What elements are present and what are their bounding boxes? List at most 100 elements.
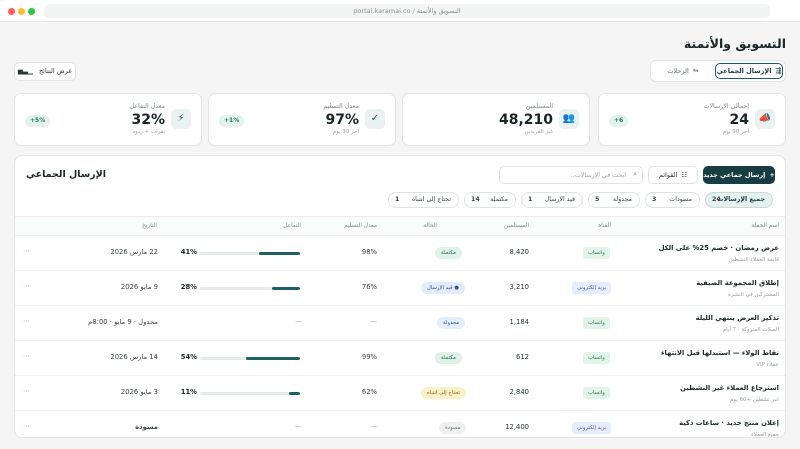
page-title: التسويق والأتمتة [683, 36, 786, 51]
col-engagement[interactable]: التفاعل [283, 223, 301, 229]
engagement-rate: 28% [180, 283, 197, 291]
kpi-sub: نقرات + ردود [132, 129, 165, 135]
tab-broadcast[interactable]: ⇶الإرسال الجماعي [715, 63, 783, 79]
filter-drafts[interactable]: مسودات 3 [645, 192, 700, 208]
delivery-rate: 99% [361, 353, 377, 361]
recipients-count: 3,210 [509, 283, 529, 291]
view-results-button[interactable]: عرض النتائج ▁▃▅ [14, 62, 76, 81]
engagement-bar [200, 357, 300, 360]
kpi-value: 97% [325, 112, 359, 128]
search-box: ⌕ [499, 166, 643, 184]
tab-journeys[interactable]: ↬الرحلات [653, 63, 713, 79]
lists-label: القوائم [658, 171, 678, 179]
engagement-rate: 54% [180, 353, 197, 361]
kpi-delivery-rate: ✓ معدل التسليم 97% آخر 30 يوم +1% [208, 93, 396, 146]
channel-badge: واتساب [583, 352, 610, 364]
search-icon: ⌕ [633, 170, 637, 178]
more-options-icon[interactable]: ⋯ [23, 352, 30, 360]
address-bar[interactable]: portal.karamai.co / التسويق والأتمتة [44, 4, 770, 18]
filter-label: مجدولة [612, 196, 632, 203]
filter-label: مسودات [669, 196, 692, 203]
campaign-date: مسودة [135, 423, 158, 431]
col-channel[interactable]: القناة [598, 223, 611, 229]
table-row[interactable]: تذكير العرض ينتهي الليلة السلات المتروكة… [15, 306, 785, 341]
search-input[interactable] [508, 167, 626, 183]
campaign-name[interactable]: نقاط الولاء — استبدلها قبل الانتهاء [661, 349, 779, 357]
campaign-audience: جميع العملاء [751, 432, 779, 438]
filter-scheduled[interactable]: مجدولة 5 [588, 192, 640, 208]
filter-needs-attention[interactable]: تحتاج إلى انتباه 1 [388, 192, 459, 208]
table-row[interactable]: استرجاع العملاء غير النشطين غير نشطين +6… [15, 376, 785, 411]
campaign-audience: غير نشطين +60 يوم [729, 397, 779, 403]
more-options-icon[interactable]: ⋯ [23, 317, 30, 325]
chart-icon: ▁▃▅ [17, 67, 33, 75]
users-icon: 👥 [559, 109, 579, 129]
filter-count: 5 [595, 196, 600, 203]
filter-sending[interactable]: قيد الإرسال 1 [521, 192, 583, 208]
col-delivery[interactable]: معدل التسليم [344, 223, 377, 229]
engagement-rate: — [295, 423, 302, 431]
kpi-label: المستلمين [525, 103, 553, 110]
filter-count: 24 [712, 196, 721, 203]
more-options-icon[interactable]: ⋯ [23, 282, 30, 290]
lightning-icon: ⚡ [171, 109, 191, 129]
col-date[interactable]: التاريخ [141, 223, 157, 229]
status-label: قيد الإرسال [427, 285, 453, 291]
more-options-icon[interactable]: ⋯ [23, 387, 30, 395]
status-badge: مجدولة [437, 317, 466, 329]
col-recipients[interactable]: المستلمين [503, 223, 529, 229]
channel-badge: بريد إلكتروني [572, 282, 612, 294]
status-badge: مكتملة [435, 352, 463, 364]
filter-completed[interactable]: مكتملة 14 [464, 192, 516, 208]
tab-journeys-label: الرحلات [667, 67, 689, 75]
check-circle-icon: ✓ [365, 109, 385, 129]
results-label: عرض النتائج [38, 67, 73, 75]
engagement-bar [200, 252, 300, 255]
journey-icon: ↬ [692, 67, 699, 75]
new-broadcast-button[interactable]: +إرسال جماعي جديد [703, 166, 775, 184]
delivery-rate: 98% [361, 248, 377, 256]
status-badge: ● قيد الإرسال [421, 282, 465, 294]
kpi-sub: آخر 90 يوم [722, 129, 749, 135]
campaign-name[interactable]: إطلاق المجموعة الصيفية [696, 279, 779, 287]
col-status[interactable]: الحالة [423, 223, 437, 229]
table-row[interactable]: عرض رمضان · خصم 25% على الكل قائمة العمل… [15, 236, 785, 271]
more-options-icon[interactable]: ⋯ [23, 422, 30, 430]
engagement-rate: 11% [180, 388, 197, 396]
delivery-rate: 62% [361, 388, 377, 396]
kpi-label: إجمالي الإرسالات [703, 103, 749, 110]
campaign-name[interactable]: تذكير العرض ينتهي الليلة [695, 314, 779, 322]
recipients-count: 2,840 [509, 388, 529, 396]
table-row[interactable]: إعلان منتج جديد · ساعات ذكية جميع العملا… [15, 411, 785, 438]
filter-count: 14 [471, 196, 480, 203]
kpi-trend-badge: +1% [219, 115, 245, 127]
campaign-date: 14 مارس 2026 [110, 353, 158, 361]
megaphone-icon: 📣 [755, 109, 775, 129]
campaign-name[interactable]: استرجاع العملاء غير النشطين [680, 384, 779, 392]
recipients-count: 12,400 [505, 423, 529, 431]
table-header: اسم الحملة القناة المستلمين الحالة معدل … [15, 216, 785, 236]
campaign-date: 9 مايو 2026 [120, 283, 158, 291]
broadcast-icon: ⇶ [775, 67, 782, 75]
broadcast-panel: الإرسال الجماعي +إرسال جماعي جديد ☷القوا… [14, 155, 786, 438]
table-row[interactable]: نقاط الولاء — استبدلها قبل الانتهاء عملا… [15, 341, 785, 376]
filter-label: مكتملة [490, 196, 508, 203]
campaign-name[interactable]: إعلان منتج جديد · ساعات ذكية [679, 419, 779, 427]
table-row[interactable]: إطلاق المجموعة الصيفية المشتركين في النش… [15, 271, 785, 306]
status-badge: مسودة [439, 422, 467, 434]
kpi-value: 24 [729, 112, 749, 128]
campaign-name[interactable]: عرض رمضان · خصم 25% على الكل [658, 244, 779, 252]
engagement-bar [200, 392, 300, 395]
recipients-count: 612 [516, 353, 529, 361]
window-close-dot[interactable] [8, 8, 15, 15]
engagement-bar-fill [259, 252, 300, 255]
tab-broadcast-label: الإرسال الجماعي [716, 67, 772, 75]
status-badge: مكتملة [435, 247, 463, 259]
sending-dot-icon: ● [452, 285, 459, 291]
more-options-icon[interactable]: ⋯ [23, 247, 30, 255]
col-name[interactable]: اسم الحملة [751, 223, 779, 229]
lists-button[interactable]: ☷القوائم [648, 166, 698, 184]
window-maximize-dot[interactable] [28, 8, 35, 15]
filter-all[interactable]: جميع الإرسالات 24 [705, 192, 773, 208]
window-minimize-dot[interactable] [18, 8, 25, 15]
